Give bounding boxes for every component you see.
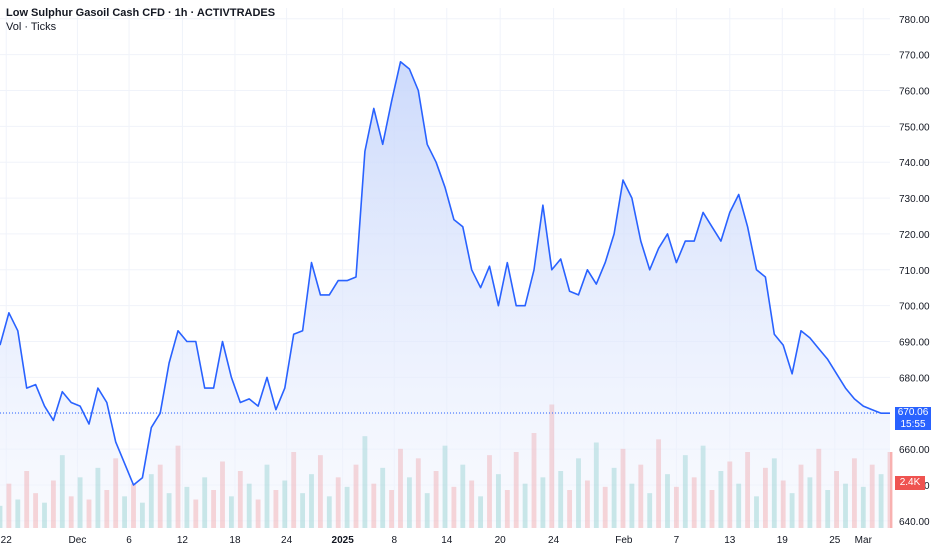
time-tick-label: 8 (391, 535, 397, 546)
price-area-fill (0, 61, 890, 529)
price-tick-label: 680.00 (899, 373, 930, 384)
time-tick-label: Dec (69, 535, 87, 546)
chart-legend: Low Sulphur Gasoil Cash CFD · 1h · ACTIV… (6, 6, 275, 34)
price-tick-label: 660.00 (899, 445, 930, 456)
time-tick-label: 7 (674, 535, 680, 546)
price-tick-label: 740.00 (899, 158, 930, 169)
price-tick-label: 780.00 (899, 15, 930, 26)
price-tick-label: 710.00 (899, 266, 930, 277)
time-tick-label: 2025 (332, 535, 355, 546)
last-price-value: 670.06 (897, 407, 929, 419)
price-tick-label: 690.00 (899, 338, 930, 349)
time-tick-label: 6 (126, 535, 132, 546)
price-tick-label: 770.00 (899, 51, 930, 62)
time-tick-label: 12 (177, 535, 189, 546)
time-tick-label: 22 (1, 535, 13, 546)
volume-indicator-label[interactable]: Vol · Ticks (6, 21, 57, 33)
last-price-badge: 670.06 15:55 (895, 407, 931, 431)
time-tick-label: 24 (548, 535, 560, 546)
time-tick-label: 14 (441, 535, 453, 546)
volume-value-badge: 2.4K (895, 476, 925, 490)
time-tick-label: 25 (829, 535, 841, 546)
price-tick-label: 730.00 (899, 194, 930, 205)
price-line (0, 61, 890, 486)
time-tick-label: 24 (281, 535, 293, 546)
time-tick-label: 13 (724, 535, 736, 546)
price-tick-label: 760.00 (899, 86, 930, 97)
price-axis[interactable]: 640.00650.00660.00670.00680.00690.00700.… (899, 15, 930, 528)
time-tick-label: 18 (229, 535, 241, 546)
time-tick-label: Feb (615, 535, 633, 546)
time-tick-label: Mar (855, 535, 873, 546)
time-tick-label: 19 (777, 535, 789, 546)
price-tick-label: 640.00 (899, 517, 930, 528)
time-tick-label: 20 (495, 535, 507, 546)
price-tick-label: 750.00 (899, 122, 930, 133)
bar-countdown: 15:55 (900, 419, 926, 431)
price-tick-label: 700.00 (899, 302, 930, 313)
price-tick-label: 720.00 (899, 230, 930, 241)
symbol-title[interactable]: Low Sulphur Gasoil Cash CFD · 1h · ACTIV… (6, 7, 276, 19)
time-axis[interactable]: 22 Dec 6 12 18 24 2025 8 14 20 24 Feb 7 13 19 25 Mar (1, 535, 873, 546)
